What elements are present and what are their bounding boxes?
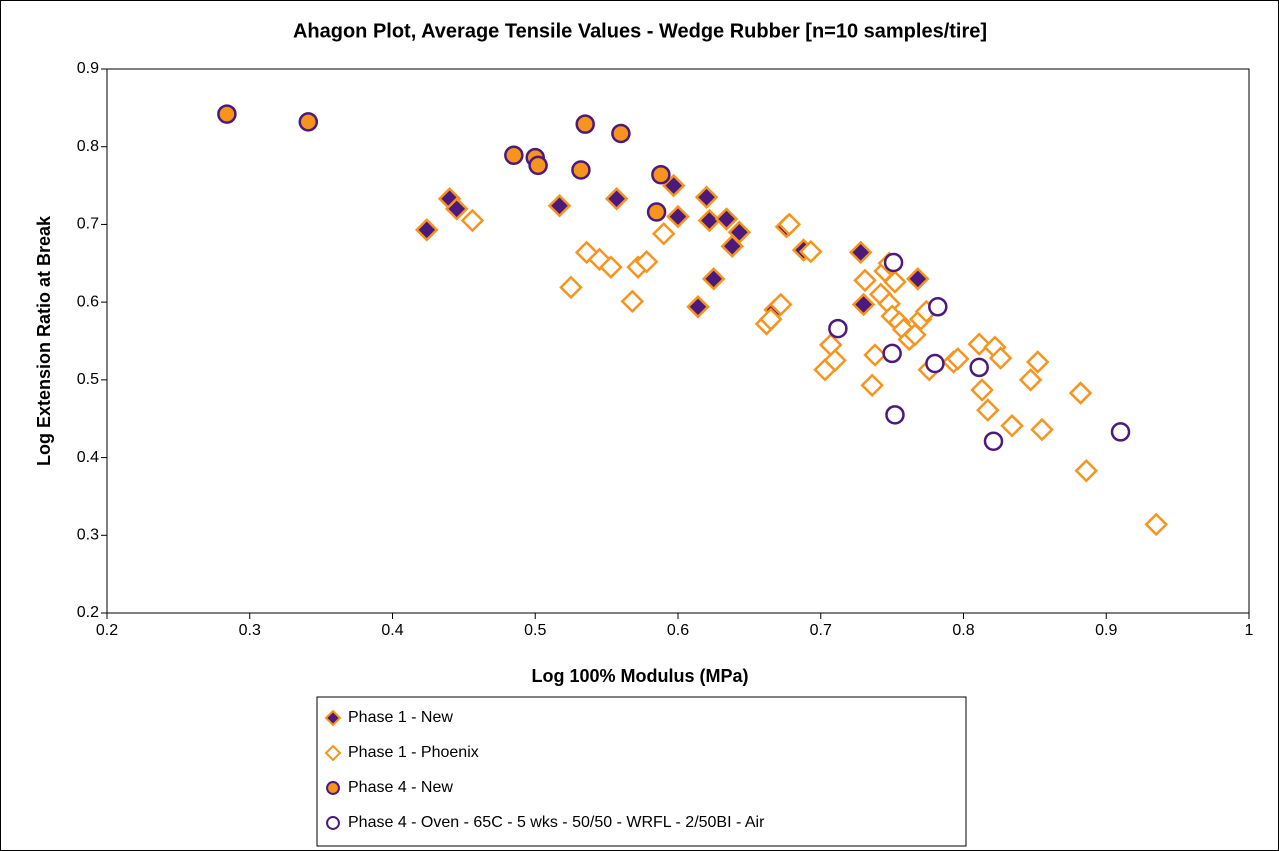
marker — [885, 405, 905, 425]
y-tick-label: 0.8 — [77, 138, 99, 155]
marker — [651, 164, 671, 185]
y-tick-label: 0.7 — [77, 216, 99, 233]
y-tick-label: 0.4 — [77, 449, 99, 466]
marker — [798, 239, 823, 264]
x-tick-label: 0.8 — [952, 622, 974, 639]
marker — [460, 208, 485, 233]
marker — [1018, 368, 1043, 392]
marker — [504, 145, 524, 166]
marker — [882, 343, 902, 364]
marker — [1144, 512, 1168, 537]
marker — [967, 332, 991, 356]
marker — [666, 204, 690, 229]
marker — [863, 343, 887, 367]
marker — [988, 346, 1013, 370]
x-tick-label: 0.4 — [381, 622, 403, 639]
legend-label: Phase 4 - Oven - 65C - 5 wks - 50/50 - W… — [348, 814, 765, 831]
y-tick-label: 0.3 — [77, 527, 99, 544]
chart-title: Ahagon Plot, Average Tensile Values - We… — [293, 20, 987, 42]
x-tick-label: 0.9 — [1095, 622, 1117, 639]
marker — [975, 398, 1000, 422]
marker — [547, 194, 572, 218]
y-tick-label: 0.5 — [77, 371, 99, 388]
x-tick-label: 0.2 — [96, 622, 118, 639]
marker — [970, 378, 994, 402]
marker — [298, 112, 319, 132]
marker — [528, 155, 548, 176]
x-tick-label: 1 — [1245, 622, 1254, 639]
marker — [444, 197, 469, 221]
x-tick-label: 0.3 — [239, 622, 261, 639]
marker — [694, 185, 719, 209]
marker — [925, 353, 945, 374]
marker — [651, 221, 676, 246]
marker — [860, 373, 884, 398]
marker — [611, 123, 631, 144]
legend-marker — [324, 709, 342, 727]
legend-label: Phase 4 - New — [348, 779, 453, 796]
legend — [316, 696, 967, 847]
marker — [851, 292, 876, 317]
marker — [661, 173, 686, 198]
marker — [697, 208, 722, 233]
marker — [414, 218, 439, 242]
marker — [634, 249, 659, 274]
marker — [604, 187, 629, 211]
marker — [620, 289, 645, 314]
marker — [217, 104, 237, 124]
marker — [1074, 459, 1099, 483]
marker — [1110, 422, 1131, 442]
y-axis-title: Log Extension Ratio at Break — [34, 215, 54, 466]
marker — [1000, 413, 1024, 438]
x-tick-label: 0.5 — [524, 622, 546, 639]
marker — [701, 267, 726, 291]
marker — [727, 220, 752, 244]
marker — [883, 252, 904, 273]
y-tick-label: 0.9 — [77, 60, 99, 77]
legend-label: Phase 1 - Phoenix — [348, 744, 479, 761]
marker — [714, 207, 739, 231]
marker — [946, 347, 970, 371]
marker — [646, 202, 667, 222]
marker — [571, 160, 591, 180]
marker — [906, 267, 930, 291]
marker — [969, 357, 989, 378]
marker — [828, 318, 848, 339]
x-axis-title: Log 100% Modulus (MPa) — [531, 666, 748, 686]
marker — [1068, 381, 1093, 405]
marker — [823, 348, 847, 373]
legend-marker — [324, 744, 342, 762]
x-tick-label: 0.7 — [810, 622, 832, 639]
marker — [759, 307, 783, 332]
legend-marker — [326, 781, 340, 795]
marker — [575, 114, 595, 134]
y-tick-label: 0.2 — [77, 604, 99, 621]
x-tick-label: 0.6 — [667, 622, 689, 639]
marker — [1025, 350, 1050, 374]
marker — [777, 212, 802, 237]
marker — [883, 270, 907, 294]
marker — [848, 240, 873, 265]
marker — [1030, 417, 1054, 442]
legend-marker — [326, 816, 340, 830]
marker — [769, 292, 793, 317]
marker — [686, 295, 710, 319]
legend-label: Phase 1 - New — [348, 709, 453, 726]
marker — [983, 431, 1004, 452]
marker — [599, 255, 623, 279]
marker — [928, 297, 948, 317]
y-tick-label: 0.6 — [77, 293, 99, 310]
marker — [853, 268, 877, 293]
marker — [559, 275, 583, 300]
